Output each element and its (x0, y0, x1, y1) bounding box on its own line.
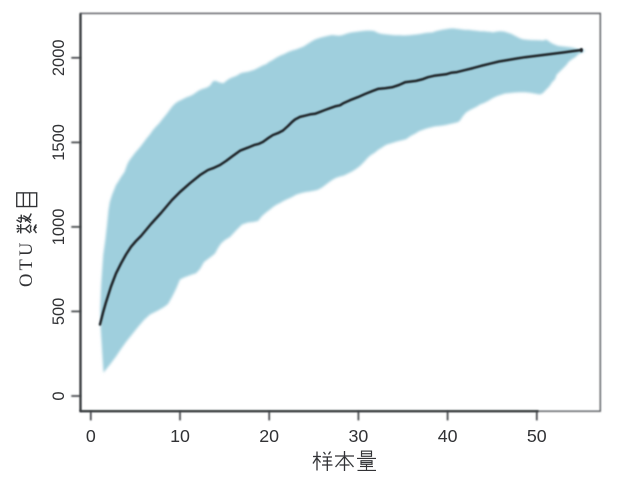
svg-text:0: 0 (86, 426, 96, 446)
svg-text:OTU: OTU (17, 239, 37, 287)
svg-text:0: 0 (50, 391, 68, 400)
svg-text:500: 500 (50, 298, 68, 326)
svg-text:10: 10 (170, 426, 190, 446)
svg-text:2000: 2000 (50, 39, 68, 76)
svg-text:20: 20 (259, 426, 279, 446)
svg-text:30: 30 (349, 426, 369, 446)
svg-text:40: 40 (438, 426, 458, 446)
svg-text:1500: 1500 (50, 124, 68, 161)
svg-text:1000: 1000 (50, 209, 68, 246)
svg-text:50: 50 (527, 426, 547, 446)
